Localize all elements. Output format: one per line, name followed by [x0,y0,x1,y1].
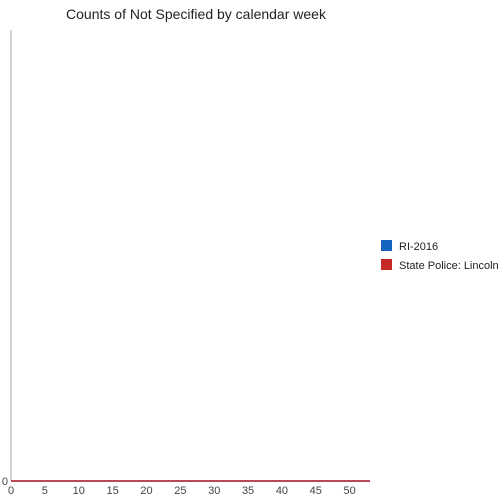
chart-title: Counts of Not Specified by calendar week [66,6,327,22]
x-tick-label: 25 [174,485,186,497]
x-tick-label: 10 [73,485,85,497]
legend: RI-2016 State Police: Lincoln [381,240,499,272]
x-tick-label: 0 [8,485,14,497]
legend-swatch [381,259,392,270]
x-tick-label: 35 [242,485,254,497]
x-tick-label: 30 [208,485,220,497]
x-tick-label: 15 [106,485,118,497]
x-tick-label: 5 [42,485,48,497]
legend-label: RI-2016 [399,241,438,253]
legend-label: State Police: Lincoln [399,260,499,272]
x-tick-label: 50 [344,485,356,497]
x-tick-label: 45 [310,485,322,497]
legend-swatch [381,240,392,251]
x-tick-label: 20 [140,485,152,497]
x-tick-label: 40 [276,485,288,497]
axes: 00 5 10 15 20 25 30 35 40 45 50 [2,30,370,497]
y-tick-label: 0 [2,476,8,488]
